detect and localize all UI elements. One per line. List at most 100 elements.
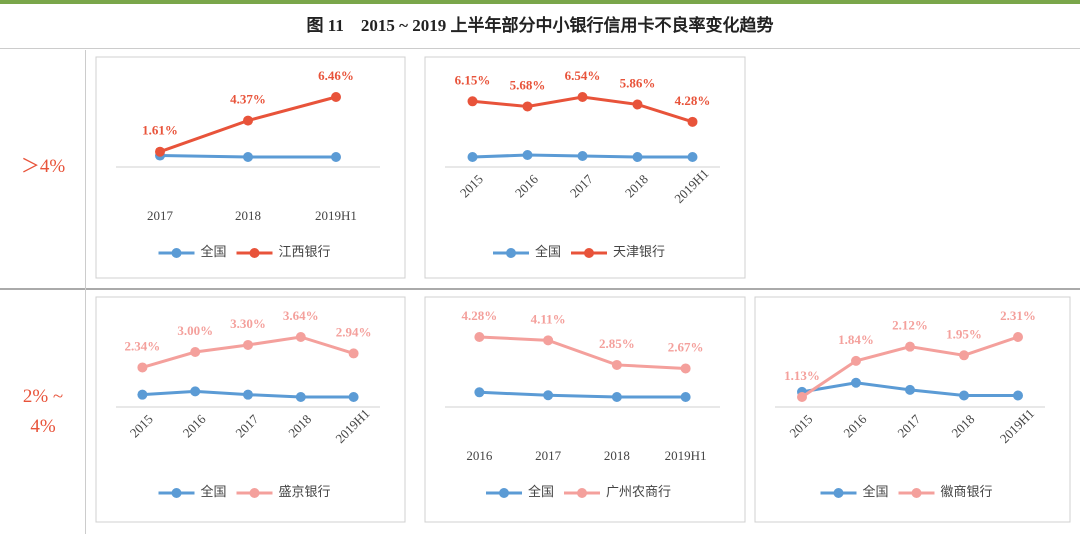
legend-marker [249, 488, 260, 498]
row-label: ＞4% [20, 156, 66, 177]
point [522, 101, 533, 112]
data-label: 1.13% [784, 368, 820, 383]
figure-title: 图 11 2015 ~ 2019 上半年部分中小银行信用卡不良率变化趋势 [0, 4, 1080, 49]
legend-marker [171, 248, 182, 258]
data-label: 5.68% [510, 77, 546, 92]
legend-marker [249, 248, 260, 258]
legend-marker [577, 488, 587, 498]
point [348, 348, 359, 359]
legend-label: 天津银行 [613, 244, 665, 259]
point [348, 392, 359, 402]
point [243, 339, 253, 350]
legend-marker [506, 248, 516, 258]
data-label: 4.37% [230, 92, 266, 107]
point [632, 152, 643, 162]
point [680, 363, 691, 374]
data-label: 3.64% [283, 308, 319, 323]
point [680, 392, 691, 402]
top-rule [0, 0, 1080, 4]
legend-label: 徽商银行 [941, 484, 993, 499]
point [577, 92, 588, 102]
data-label: 3.00% [177, 323, 213, 338]
point [543, 335, 554, 346]
point [137, 389, 148, 400]
row-label: 2% ~ 4% [22, 386, 64, 437]
data-label: 2.67% [668, 339, 704, 354]
point [467, 96, 478, 107]
legend-label: 江西银行 [279, 244, 331, 259]
point [611, 392, 622, 402]
point [295, 332, 306, 342]
point [905, 341, 915, 352]
point [137, 362, 148, 373]
data-label: 2.34% [125, 338, 161, 353]
legend-label: 盛京银行 [279, 484, 331, 499]
point [577, 151, 588, 162]
point [331, 152, 341, 162]
point [474, 387, 485, 398]
point [1013, 332, 1023, 342]
row-separator [0, 288, 1080, 290]
point [687, 116, 698, 127]
data-label: 1.61% [142, 123, 178, 138]
point [474, 332, 485, 342]
point [797, 392, 807, 402]
point [905, 384, 915, 395]
legend-marker [833, 488, 844, 498]
data-label: 2.94% [336, 324, 372, 339]
data-label: 6.15% [455, 72, 491, 87]
data-label: 1.95% [946, 326, 982, 341]
point [243, 389, 253, 400]
chart-panel [424, 296, 746, 523]
legend-label: 全国 [201, 484, 227, 499]
data-label: 6.46% [318, 68, 354, 83]
data-label: 4.28% [675, 93, 711, 108]
data-label: 4.11% [531, 311, 566, 326]
legend-label: 广州农商行 [606, 484, 671, 499]
point [155, 146, 165, 157]
data-label: 2.12% [892, 318, 928, 333]
legend-marker [584, 248, 594, 258]
point [632, 99, 643, 110]
legend-label: 全国 [863, 484, 889, 499]
x-tick-label: 2017 [147, 208, 174, 223]
data-label: 2.31% [1000, 308, 1036, 323]
point [959, 390, 969, 401]
x-tick-label: 2016 [466, 448, 493, 463]
legend-marker [499, 488, 509, 498]
legend-label: 全国 [528, 484, 554, 499]
x-tick-label: 2019H1 [665, 448, 707, 463]
x-tick-label: 2018 [604, 448, 630, 463]
column-separator [85, 50, 86, 534]
data-label: 6.54% [565, 68, 601, 83]
point [295, 392, 306, 402]
point [331, 92, 341, 102]
data-label: 4.28% [462, 308, 498, 323]
point [190, 386, 201, 397]
series-line [479, 335, 686, 370]
point [243, 152, 253, 162]
x-tick-label: 2019H1 [315, 208, 357, 223]
data-label: 1.84% [838, 332, 874, 347]
point [687, 152, 698, 162]
legend-label: 全国 [535, 244, 561, 259]
x-tick-label: 2017 [535, 448, 562, 463]
point [851, 355, 861, 366]
data-label: 3.30% [230, 316, 266, 331]
legend-marker [911, 488, 922, 498]
legend-marker [171, 488, 182, 498]
point [959, 350, 969, 361]
point [851, 377, 861, 388]
point [522, 150, 533, 161]
point [243, 115, 253, 126]
point [190, 347, 201, 357]
chart-panel [95, 296, 406, 523]
point [1013, 390, 1023, 401]
data-label: 2.85% [599, 336, 635, 351]
data-label: 5.86% [620, 75, 656, 90]
point [543, 390, 554, 401]
legend-label: 全国 [201, 244, 227, 259]
x-tick-label: 2018 [235, 208, 261, 223]
